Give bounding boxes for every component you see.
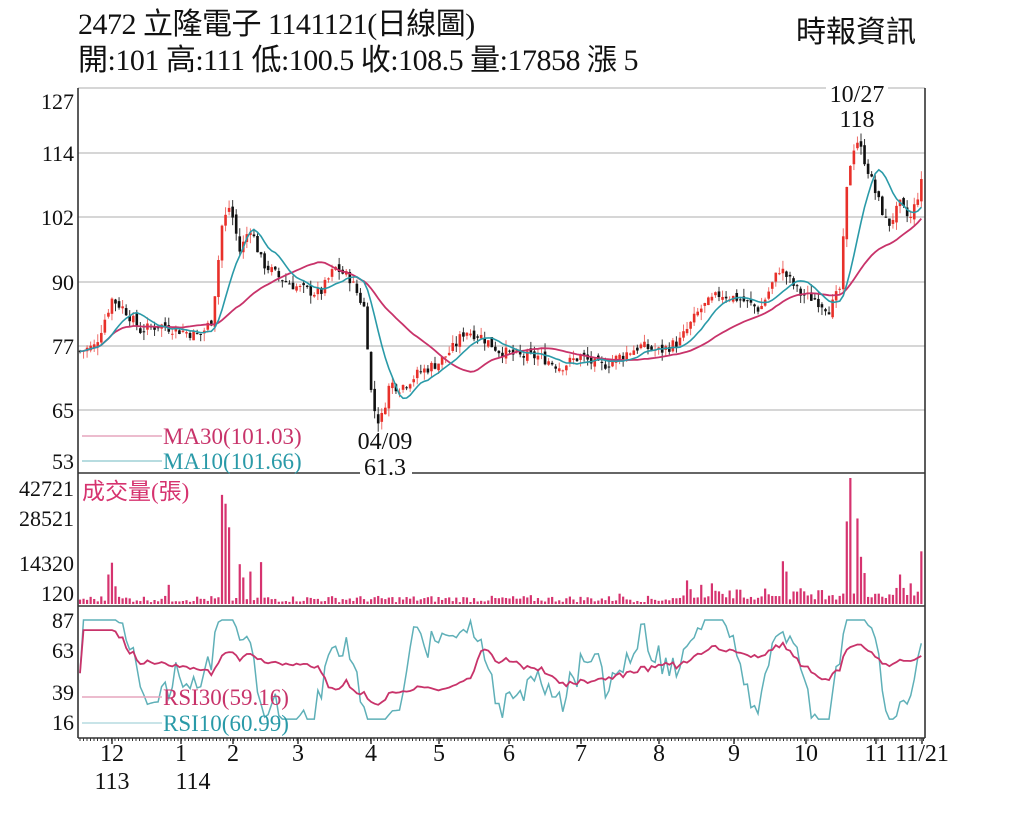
- x-axis: 12 1 2 3 4 5 6 7 8 9 10 11 11/21 113 114: [94, 741, 948, 795]
- volume-title: 成交量(張): [82, 479, 189, 504]
- ma30-line: [79, 218, 922, 373]
- volume-tick: 120: [41, 581, 74, 606]
- price-tick: 90: [52, 270, 74, 295]
- rsi30-legend: RSI30(59.16): [163, 685, 289, 710]
- price-tick: 127: [41, 89, 74, 114]
- low-value-annotation: 61.3: [364, 455, 406, 481]
- year-label: 114: [175, 769, 210, 795]
- price-tick: 53: [52, 449, 74, 474]
- rsi10-line: [79, 617, 923, 720]
- rsi10-legend: RSI10(60.99): [163, 711, 289, 736]
- month-label: 4: [365, 741, 377, 767]
- volume-axis: 42721 28521 14320 120: [19, 476, 74, 606]
- source-label: 時報資訊: [796, 16, 916, 49]
- annotation-bg: [360, 455, 412, 477]
- price-tick: 77: [52, 334, 74, 359]
- month-label: 11: [864, 741, 887, 767]
- month-label: 6: [503, 741, 515, 767]
- ma10-line: [79, 168, 922, 400]
- rsi-tick: 87: [52, 608, 74, 633]
- rsi-tick: 16: [52, 710, 74, 735]
- month-label: 9: [728, 741, 740, 767]
- month-label: 8: [653, 741, 665, 767]
- rsi-axis: 87 63 39 16: [52, 608, 74, 735]
- low-date-annotation: 04/09: [358, 429, 413, 455]
- volume-tick: 14320: [19, 551, 74, 576]
- price-tick: 65: [52, 398, 74, 423]
- high-value-annotation: 118: [839, 107, 874, 133]
- price-axis: 127 114 102 90 77 65 53: [41, 89, 74, 474]
- price-gridlines: [78, 87, 925, 411]
- ma10-legend: MA10(101.66): [163, 449, 302, 474]
- month-label: 3: [292, 741, 304, 767]
- chart-title: 2472 立隆電子 1141121(日線圖): [78, 8, 475, 41]
- month-label: 12: [100, 741, 124, 767]
- ma30-legend: MA30(101.03): [163, 424, 302, 449]
- high-date-annotation: 10/27: [830, 82, 885, 108]
- panel-frame: [77, 88, 926, 739]
- annotation-bg: [826, 80, 888, 132]
- month-label: 5: [433, 741, 445, 767]
- month-label: 11/21: [895, 741, 949, 767]
- price-tick: 114: [42, 141, 74, 166]
- rsi-tick: 39: [52, 680, 74, 705]
- month-label: 7: [575, 741, 587, 767]
- volume-tick: 42721: [19, 476, 74, 501]
- year-label: 113: [94, 769, 129, 795]
- month-label: 1: [175, 741, 187, 767]
- rsi30-line: [79, 629, 922, 706]
- volume-bars: [78, 478, 923, 604]
- month-label: 2: [227, 741, 239, 767]
- quote-summary: 開:101 高:111 低:100.5 收:108.5 量:17858 漲 5: [78, 44, 638, 77]
- x-axis-ticks: [79, 738, 924, 744]
- rsi-tick: 63: [52, 638, 74, 663]
- month-label: 10: [794, 741, 818, 767]
- volume-tick: 28521: [19, 506, 74, 531]
- price-tick: 102: [41, 205, 74, 230]
